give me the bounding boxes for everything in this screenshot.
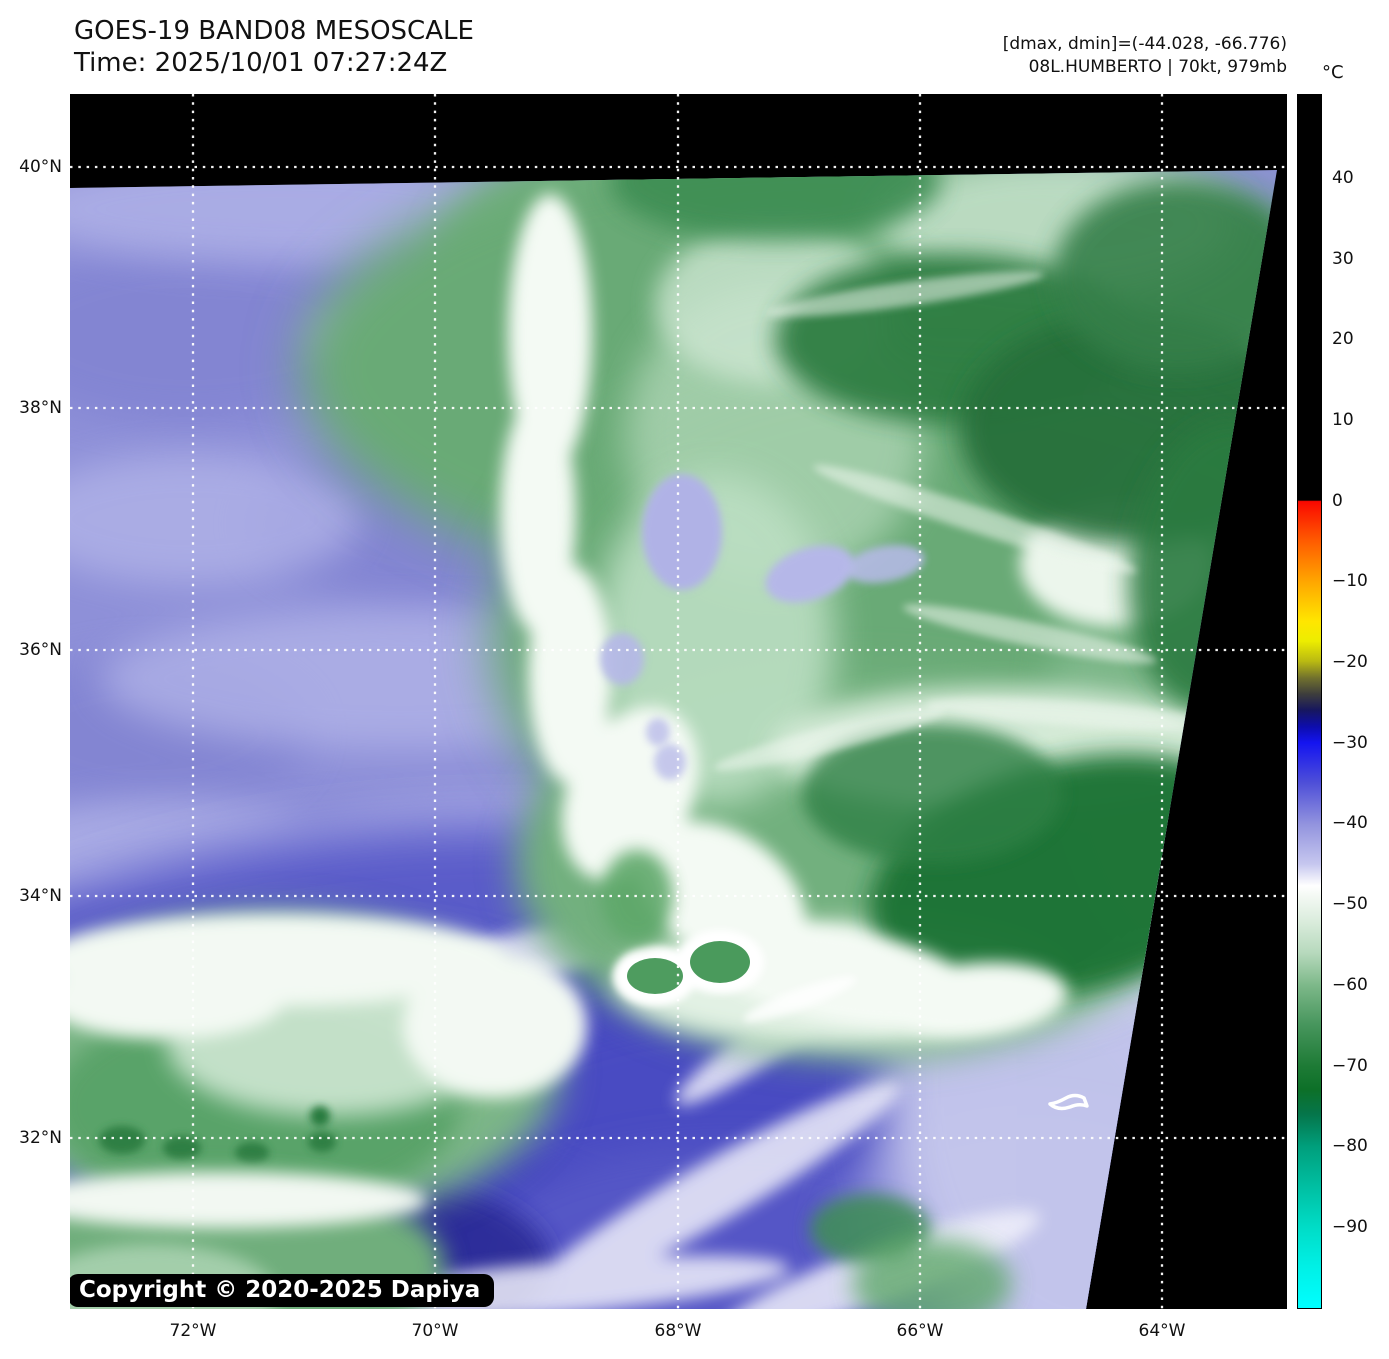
colorbar-tick: 20 bbox=[1332, 329, 1354, 349]
storm-info: 08L.HUMBERTO | 70kt, 979mb bbox=[1028, 57, 1287, 77]
lat-label-38n: 38°N bbox=[19, 398, 62, 418]
colorbar-tick: 10 bbox=[1332, 410, 1354, 430]
timestamp: Time: 2025/10/01 07:27:24Z bbox=[74, 48, 448, 78]
lon-label-66w: 66°W bbox=[896, 1321, 944, 1341]
colorbar-tick: −70 bbox=[1332, 1056, 1368, 1076]
satellite-map-panel: Copyright © 2020-2025 Dapiya bbox=[70, 94, 1287, 1309]
colorbar-tick: −20 bbox=[1332, 652, 1368, 672]
lat-label-34n: 34°N bbox=[19, 886, 62, 906]
lat-label-36n: 36°N bbox=[19, 640, 62, 660]
lon-label-68w: 68°W bbox=[654, 1321, 702, 1341]
colorbar-tick: 40 bbox=[1332, 168, 1354, 188]
lon-label-70w: 70°W bbox=[411, 1321, 459, 1341]
lon-label-64w: 64°W bbox=[1138, 1321, 1186, 1341]
graticule-gridlines bbox=[70, 94, 1287, 1309]
colorbar-tick: −10 bbox=[1332, 571, 1368, 591]
lat-label-32n: 32°N bbox=[19, 1128, 62, 1148]
temperature-colorbar bbox=[1297, 94, 1322, 1309]
colorbar-tick: −80 bbox=[1332, 1136, 1368, 1156]
colorbar-tick: −60 bbox=[1332, 975, 1368, 995]
lon-label-72w: 72°W bbox=[169, 1321, 217, 1341]
colorbar-tick: 0 bbox=[1332, 491, 1343, 511]
copyright-badge: Copyright © 2020-2025 Dapiya bbox=[70, 1274, 495, 1307]
lat-label-40n: 40°N bbox=[19, 157, 62, 177]
bermuda-island-outline bbox=[1048, 1093, 1089, 1111]
colorbar-tick: −30 bbox=[1332, 733, 1368, 753]
colorbar-tick: −40 bbox=[1332, 813, 1368, 833]
data-range-info: [dmax, dmin]=(-44.028, -66.776) bbox=[1002, 34, 1287, 54]
colorbar-tick: −90 bbox=[1332, 1217, 1368, 1237]
satellite-imagery bbox=[70, 94, 1287, 1309]
colorbar-tick: 30 bbox=[1332, 249, 1354, 269]
page-title: GOES-19 BAND08 MESOSCALE bbox=[74, 16, 474, 46]
colorbar-unit-label: °C bbox=[1322, 62, 1344, 83]
colorbar-tick: −50 bbox=[1332, 894, 1368, 914]
